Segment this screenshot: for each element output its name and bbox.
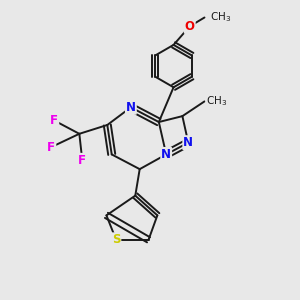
Text: N: N bbox=[126, 101, 136, 114]
Text: N: N bbox=[161, 148, 171, 161]
Text: F: F bbox=[47, 141, 56, 154]
Text: N: N bbox=[183, 136, 193, 149]
Text: S: S bbox=[112, 233, 120, 246]
Text: F: F bbox=[50, 114, 58, 127]
Text: O: O bbox=[185, 20, 195, 33]
Text: CH$_3$: CH$_3$ bbox=[206, 94, 227, 108]
Text: F: F bbox=[78, 154, 86, 167]
Text: CH$_3$: CH$_3$ bbox=[210, 11, 232, 24]
